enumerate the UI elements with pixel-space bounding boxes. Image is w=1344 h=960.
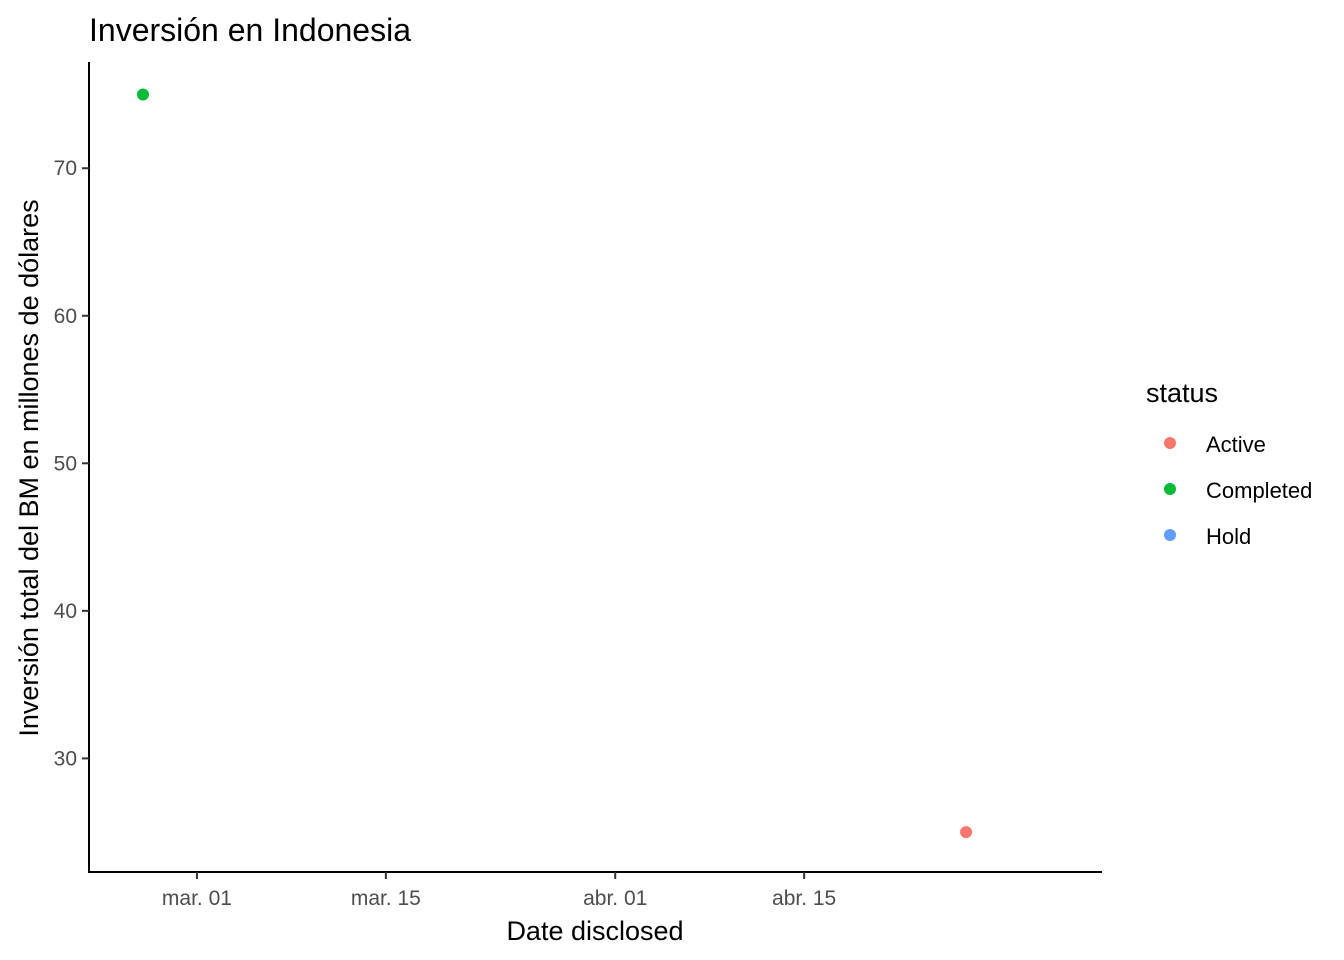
legend-key-active [1164,437,1176,449]
legend: status Active Completed Hold [1146,378,1312,549]
x-tick-label: mar. 15 [351,887,421,910]
x-tick-label: abr. 15 [772,887,836,910]
legend-label: Completed [1206,478,1312,503]
data-point-completed [136,88,149,101]
y-tick-label: 50 [54,452,77,475]
y-tick-label: 40 [54,600,77,623]
legend-key-hold [1164,529,1176,541]
chart-title: Inversión en Indonesia [89,12,411,48]
data-point-active [960,826,973,839]
y-axis-title: Inversión total del BM en millones de dó… [14,199,44,736]
legend-label: Hold [1206,524,1251,549]
data-points [136,88,973,839]
y-tick-label: 70 [54,157,77,180]
y-tick-label: 60 [54,305,77,328]
x-tick-label: mar. 01 [162,887,232,910]
legend-key-completed [1164,483,1176,495]
x-axis-ticks: mar. 01 mar. 15 abr. 01 abr. 15 [162,872,836,910]
x-axis-title: Date disclosed [506,916,683,946]
legend-title: status [1146,378,1218,408]
x-tick-label: abr. 01 [583,887,647,910]
y-tick-label: 30 [54,747,77,770]
legend-label: Active [1206,432,1266,457]
y-axis-ticks: 30 40 50 60 70 [54,157,89,770]
